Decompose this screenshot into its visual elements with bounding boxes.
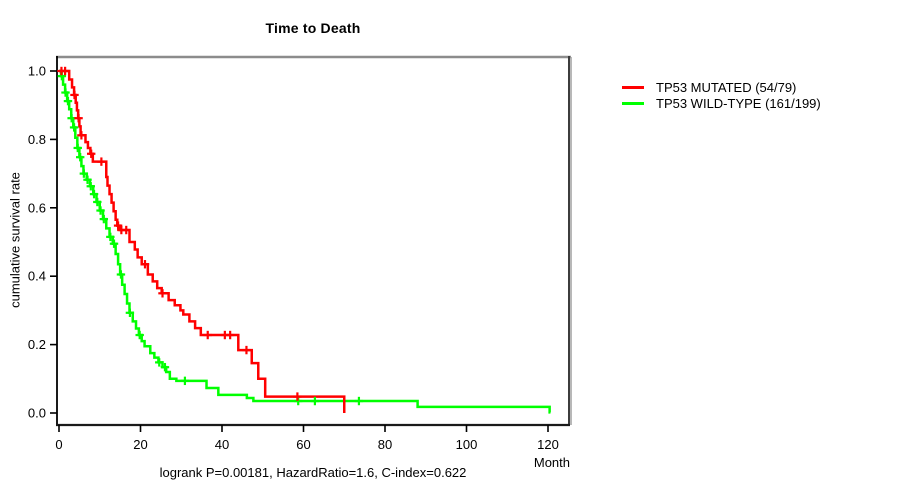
legend-label-wildtype: TP53 WILD-TYPE (161/199): [656, 95, 821, 111]
legend-label-mutated: TP53 MUTATED (54/79): [656, 79, 797, 95]
x-tick-label: 80: [378, 437, 392, 452]
legend-item-wildtype: TP53 WILD-TYPE (161/199): [622, 95, 821, 111]
x-tick-label: 120: [537, 437, 559, 452]
legend: TP53 MUTATED (54/79) TP53 WILD-TYPE (161…: [622, 79, 821, 111]
legend-item-mutated: TP53 MUTATED (54/79): [622, 79, 821, 95]
legend-line-swatch-wildtype: [622, 101, 644, 105]
y-tick-label: 0.2: [28, 337, 46, 352]
stats-footnote: logrank P=0.00181, HazardRatio=1.6, C-in…: [159, 465, 467, 480]
x-tick-label: 40: [215, 437, 229, 452]
x-tick-label: 20: [133, 437, 147, 452]
y-tick-label: 1.0: [28, 64, 46, 79]
survival-curve-mutated: [59, 69, 346, 413]
chart-title: Time to Death: [265, 20, 361, 36]
survival-curve-wildtype: [59, 69, 551, 414]
x-axis-unit-label: Month: [533, 455, 570, 470]
x-tick-label: 0: [55, 437, 62, 452]
x-tick-label: 100: [456, 437, 478, 452]
y-tick-label: 0.6: [28, 200, 46, 215]
y-tick-label: 0.0: [28, 406, 46, 421]
x-tick-label: 60: [296, 437, 310, 452]
y-tick-label: 0.8: [28, 132, 46, 147]
y-tick-label: 0.4: [28, 269, 46, 284]
legend-line-swatch-mutated: [622, 85, 644, 89]
